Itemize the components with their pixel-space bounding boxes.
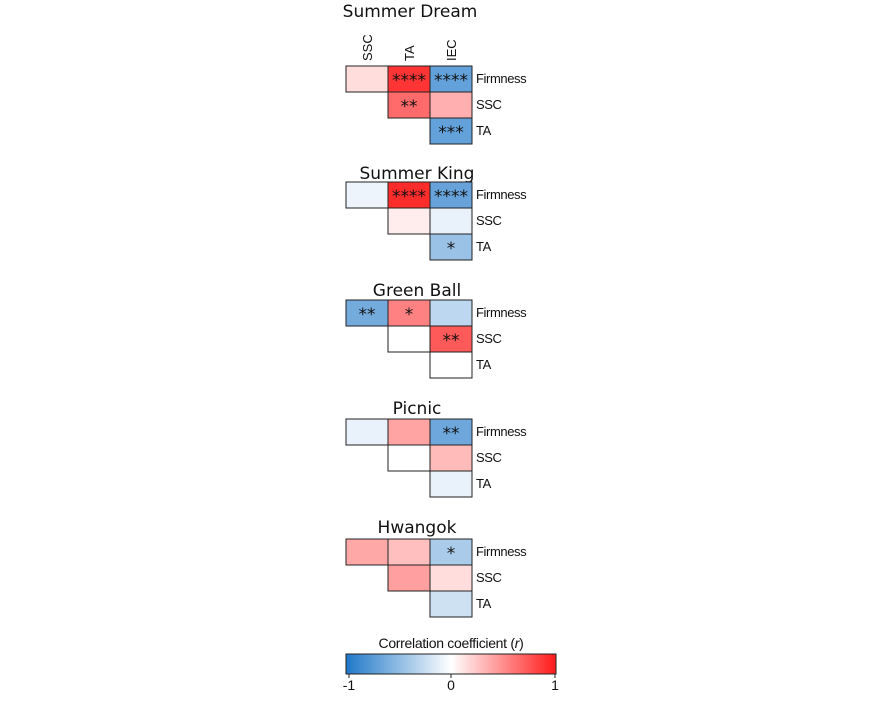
panel-hwangok: Hwangok * Firmness SSC TA (345, 518, 528, 618)
significance-mark: **** (392, 71, 426, 91)
significance-mark: ** (443, 331, 460, 351)
heatmap-cell (429, 299, 473, 327)
heatmap-cell (387, 207, 431, 235)
column-label: IEC (444, 39, 459, 61)
heatmap-cell (429, 65, 473, 93)
column-label: SSC (360, 34, 375, 61)
colorbar (345, 653, 557, 675)
significance-mark: ** (443, 424, 460, 444)
significance-mark: *** (438, 123, 464, 143)
row-label: Firmness (476, 424, 527, 439)
panel-title: Summer King (360, 164, 475, 184)
heatmap-cell (345, 65, 389, 93)
panel-title: Picnic (393, 399, 442, 419)
heatmap-cell (429, 444, 473, 472)
panel-picnic: Picnic** Firmness SSC TA (345, 399, 528, 498)
heatmap-cell (429, 590, 473, 618)
row-label: SSC (476, 450, 502, 465)
heatmap-cell (429, 325, 473, 353)
colorbar-title: Correlation coefficient (r) (379, 635, 524, 651)
heatmap-cell (429, 233, 473, 261)
heatmap-cell (429, 538, 473, 566)
heatmap-cell (429, 91, 473, 119)
colorbar-title-text: Correlation coefficient (379, 635, 511, 651)
heatmap-cell (345, 538, 389, 566)
heatmap-cell (429, 470, 473, 498)
heatmap-cell (429, 418, 473, 446)
colorbar-tick-label: -1 (343, 677, 356, 693)
row-label: TA (476, 239, 492, 254)
row-label: TA (476, 357, 492, 372)
heatmap-cell (345, 181, 389, 209)
row-label: Firmness (476, 71, 527, 86)
row-label: TA (476, 476, 492, 491)
panel-title: Green Ball (373, 281, 461, 301)
heatmap-cell (387, 564, 431, 592)
significance-mark: * (405, 305, 414, 325)
row-label: SSC (476, 570, 502, 585)
significance-mark: * (447, 239, 456, 259)
heatmap-cell (429, 351, 473, 379)
significance-mark: ** (359, 305, 376, 325)
heatmap-cell (345, 299, 389, 327)
row-label: SSC (476, 97, 502, 112)
row-label: SSC (476, 213, 502, 228)
significance-mark: **** (392, 187, 426, 207)
heatmap-cell (387, 444, 431, 472)
significance-mark: **** (434, 71, 468, 91)
heatmap-cell (387, 418, 431, 446)
row-label: TA (476, 123, 492, 138)
heatmap-cell (429, 181, 473, 209)
heatmap-cell (345, 418, 389, 446)
heatmap-cell (387, 538, 431, 566)
row-label: SSC (476, 331, 502, 346)
row-label: TA (476, 596, 492, 611)
column-label: TA (402, 45, 417, 61)
heatmap-cell (429, 564, 473, 592)
heatmap-cell (387, 325, 431, 353)
significance-mark: ** (401, 97, 418, 117)
colorbar-tick-label: 1 (551, 677, 559, 693)
heatmap-cell (387, 65, 431, 93)
heatmap-cell (429, 207, 473, 235)
significance-mark: * (447, 544, 456, 564)
panel-title: Hwangok (378, 518, 457, 538)
row-label: Firmness (476, 187, 527, 202)
heatmap-cell (429, 117, 473, 145)
row-label: Firmness (476, 544, 527, 559)
row-label: Firmness (476, 305, 527, 320)
heatmap-cell (387, 91, 431, 119)
colorbar-title-var: r (515, 635, 521, 651)
panel-title: Summer Dream (343, 2, 478, 22)
colorbar-tick-label: 0 (447, 677, 455, 693)
significance-mark: **** (434, 187, 468, 207)
